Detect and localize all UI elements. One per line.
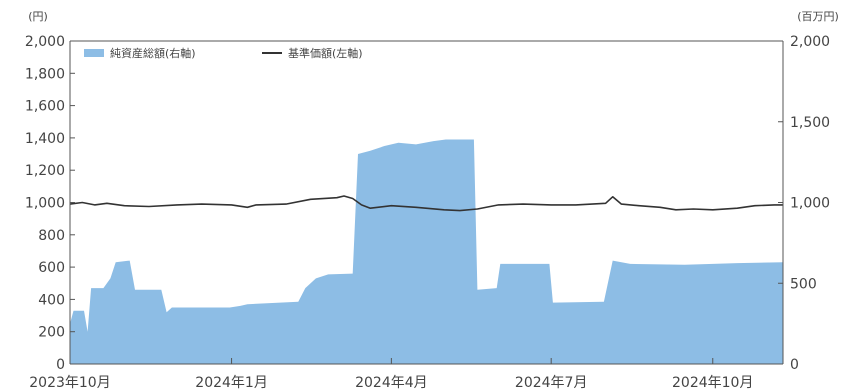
left-tick-label: 600 [38,260,65,276]
left-tick-label: 1,200 [25,163,65,179]
left-tick-label: 400 [38,292,65,308]
right-tick-label: 2,000 [790,34,830,50]
left-tick-label: 1,400 [25,131,65,147]
left-axis-unit: (円) [28,10,48,23]
left-tick-label: 800 [38,228,65,244]
right-tick-label: 0 [790,357,799,373]
right-axis-unit: (百万円) [797,10,839,23]
x-axis: 2023年10月 2024年1月 2024年4月 2024年7月 2024年10月 [29,358,753,391]
x-tick-label: 2023年10月 [29,375,110,391]
net-assets-area [70,139,783,364]
legend-nav-label: 基準価額(左軸) [288,46,363,60]
left-axis: (円) 0 200 400 600 800 1,000 1,200 1,400 1,600 1,8… [25,10,75,373]
legend-area-swatch [84,49,104,57]
left-tick-label: 200 [38,325,65,341]
left-tick-label: 1,600 [25,99,65,115]
nav-line [69,195,783,212]
net-assets-area-layer [70,139,783,364]
x-tick-label: 2024年7月 [515,375,588,391]
right-tick-label: 500 [790,276,817,292]
x-tick-label: 2024年10月 [672,375,753,391]
left-tick-label: 0 [56,357,65,373]
legend: 純資産総額(右軸) 基準価額(左軸) [84,46,363,60]
legend-net-assets-label: 純資産総額(右軸) [110,46,196,60]
x-tick-label: 2024年1月 [195,375,268,391]
left-tick-label: 1,800 [25,66,65,82]
nav-line-layer [69,195,783,212]
left-tick-label: 1,000 [25,196,65,212]
x-tick-label: 2024年4月 [355,375,428,391]
right-axis: (百万円) 0 500 1,000 1,500 2,000 [778,10,839,373]
left-tick-label: 2,000 [25,34,65,50]
right-tick-label: 1,000 [790,196,830,212]
right-tick-label: 1,500 [790,115,830,131]
